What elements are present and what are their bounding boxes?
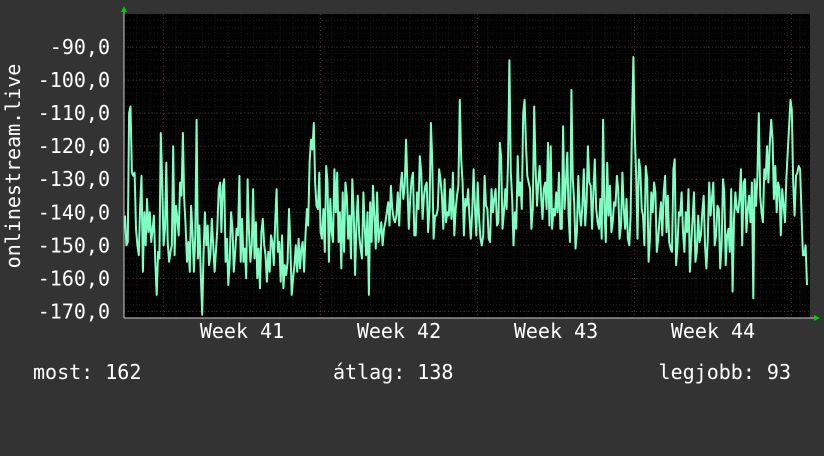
chart-svg: -90,0 -100,0 -110,0 -120,0 -130,0 -140,0 -150,… — [1, 6, 820, 343]
y-tick-label: -130,0 — [38, 167, 110, 191]
stat-average: átlag: 138 — [333, 360, 454, 384]
stat-best: legjobb: 93 — [658, 360, 791, 384]
x-tick-label: Week 41 — [200, 319, 284, 343]
y-tick-label: -100,0 — [38, 68, 110, 92]
y-tick-label: -160,0 — [38, 266, 110, 290]
x-tick-labels: Week 41 Week 42 Week 43 Week 44 — [200, 319, 755, 343]
x-tick-label: Week 44 — [671, 319, 755, 343]
x-tick-label: Week 42 — [357, 319, 441, 343]
series-line — [124, 56, 808, 316]
y-tick-label: -150,0 — [38, 233, 110, 257]
y-tick-label: -90,0 — [50, 35, 110, 59]
stats-footer: most: 162 átlag: 138 legjobb: 93 — [0, 360, 824, 390]
y-tick-labels: -90,0 -100,0 -110,0 -120,0 -130,0 -140,0 -150,… — [38, 35, 110, 323]
stat-current: most: 162 — [33, 360, 142, 384]
axes — [121, 6, 820, 321]
y-tick-label: -110,0 — [38, 101, 110, 125]
y-tick-label: -140,0 — [38, 200, 110, 224]
y-tick-label: -120,0 — [38, 134, 110, 158]
major-grid — [124, 14, 810, 318]
y-tick-label: -170,0 — [38, 299, 110, 323]
x-axis-arrow-icon — [814, 315, 820, 321]
y-axis-title: onlinestream.live — [1, 64, 25, 269]
y-axis-arrow-icon — [121, 6, 127, 12]
x-tick-label: Week 43 — [514, 319, 598, 343]
